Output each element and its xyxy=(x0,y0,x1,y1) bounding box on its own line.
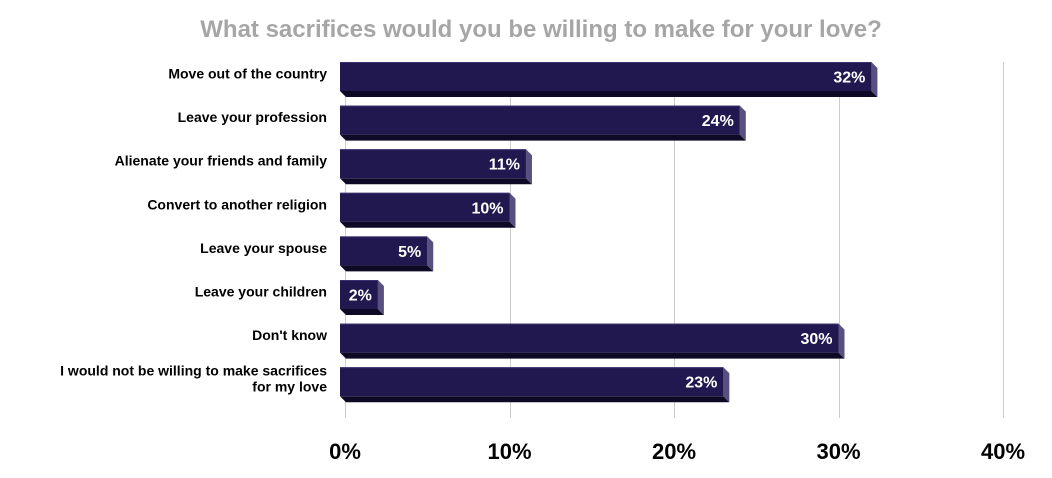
bar xyxy=(340,236,434,272)
bar-front-face xyxy=(340,105,740,135)
category-label: Alienate your friends and family xyxy=(115,153,328,169)
x-tick-label: 40% xyxy=(981,439,1025,464)
bar xyxy=(340,367,730,403)
x-axis: 0% 10% 20% 30% 40% xyxy=(329,439,1025,464)
data-label: 32% xyxy=(833,70,865,87)
bar-front-face xyxy=(340,280,378,309)
category-label: Convert to another religion xyxy=(147,196,327,212)
x-tick-label: 0% xyxy=(329,439,361,464)
bars: 32% 24% 11% 10% 5% 2% 30% 23% xyxy=(340,62,878,403)
bar-side-face xyxy=(739,105,746,141)
bar xyxy=(340,149,532,185)
bar-bottom-face xyxy=(340,309,384,315)
bar-front-face xyxy=(340,236,428,266)
bar-bottom-face xyxy=(340,265,434,272)
bar-side-face xyxy=(838,323,845,359)
bar-bottom-face xyxy=(340,221,516,228)
bar xyxy=(340,192,516,228)
bar-side-face xyxy=(377,280,384,315)
category-label: Move out of the country xyxy=(168,66,327,82)
category-label: Leave your profession xyxy=(178,109,327,125)
bar xyxy=(340,62,878,97)
data-label: 2% xyxy=(349,288,372,305)
bar-side-face xyxy=(509,192,516,228)
bar-bottom-face xyxy=(340,396,730,403)
x-tick-label: 30% xyxy=(816,439,860,464)
x-tick-label: 10% xyxy=(487,439,531,464)
bar-front-face xyxy=(340,192,510,222)
bar xyxy=(340,323,845,359)
data-label: 23% xyxy=(685,375,717,392)
bar xyxy=(340,280,384,315)
bar-bottom-face xyxy=(340,91,878,97)
category-label: Don't know xyxy=(252,327,327,343)
bar-side-face xyxy=(427,236,434,272)
data-label: 30% xyxy=(800,331,832,348)
x-tick-label: 20% xyxy=(652,439,696,464)
data-label: 5% xyxy=(398,244,421,261)
bar-front-face xyxy=(340,323,839,353)
bar-bottom-face xyxy=(340,352,845,359)
category-label: I would not be willing to make sacrifice… xyxy=(60,363,327,395)
category-label: Leave your spouse xyxy=(200,240,327,256)
category-label: Leave your children xyxy=(195,284,327,300)
chart-title: What sacrifices would you be willing to … xyxy=(200,16,881,43)
data-label: 10% xyxy=(471,200,503,217)
bar xyxy=(340,105,746,141)
bar-bottom-face xyxy=(340,134,746,141)
bar-front-face xyxy=(340,62,872,91)
data-label: 24% xyxy=(702,113,734,130)
bar-side-face xyxy=(723,367,730,403)
category-labels: Move out of the country Leave your profes… xyxy=(60,66,327,395)
bar-front-face xyxy=(340,149,526,179)
bar-side-face xyxy=(871,62,878,97)
bar-side-face xyxy=(525,149,532,185)
data-label: 11% xyxy=(489,157,520,174)
bar-bottom-face xyxy=(340,178,532,185)
bar-front-face xyxy=(340,367,724,397)
